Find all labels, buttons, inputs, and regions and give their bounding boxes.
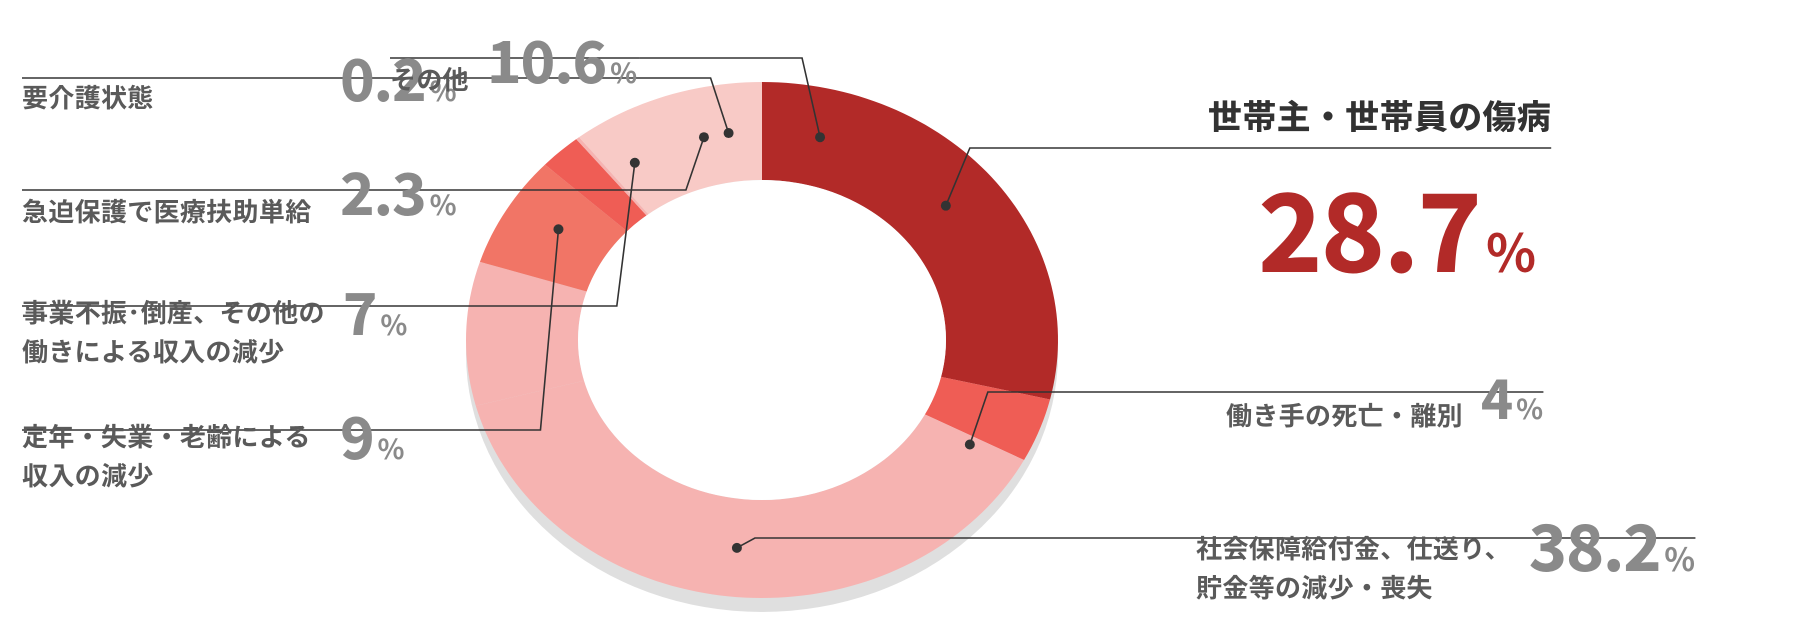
- label-retirement-age: 定年・失業・老齢による収入の減少 9%: [22, 392, 442, 494]
- text: 働き手の死亡・離別: [1226, 397, 1463, 432]
- label-social-security: 社会保障給付金、仕送り、貯金等の減少・喪失 38.2%: [1196, 498, 1695, 606]
- pct: %: [610, 52, 637, 92]
- label-injury-illness-value: 28.7%: [1258, 148, 1536, 304]
- text: その他: [390, 61, 469, 96]
- pct: %: [1486, 212, 1536, 287]
- text: 定年・失業・老齢による収入の減少: [22, 416, 322, 494]
- value: 38.2: [1529, 498, 1661, 590]
- pct: %: [430, 184, 457, 224]
- label-death-separation: 働き手の死亡・離別 4%: [1226, 356, 1543, 435]
- label-injury-illness-title: 世帯主・世帯員の傷病: [1208, 90, 1551, 139]
- pct: %: [378, 428, 405, 468]
- label-care-need: 要介護状態 0.2%: [22, 34, 442, 118]
- text: 世帯主・世帯員の傷病: [1208, 90, 1551, 139]
- value: 4: [1481, 356, 1512, 435]
- label-business-loss: 事業不振･倒産、その他の働きによる収入の減少 7%: [22, 268, 442, 370]
- value: 7: [343, 268, 377, 352]
- text: 社会保障給付金、仕送り、貯金等の減少・喪失: [1196, 528, 1511, 606]
- label-other: その他 10.6%: [390, 16, 637, 100]
- pct: %: [380, 304, 407, 344]
- label-urgent-medical: 急迫保護で医療扶助単給 2.3%: [22, 148, 442, 232]
- text: 事業不振･倒産、その他の働きによる収入の減少: [22, 292, 325, 370]
- pct: %: [1664, 535, 1695, 581]
- value: 28.7: [1258, 148, 1480, 304]
- text: 急迫保護で医療扶助単給: [22, 193, 322, 228]
- chart-stage: 世帯主・世帯員の傷病 28.7% 要介護状態 0.2% 急迫保護で医療扶助単給 …: [0, 0, 1808, 634]
- text: 要介護状態: [22, 79, 322, 114]
- pct: %: [1516, 388, 1543, 428]
- value: 9: [340, 392, 374, 476]
- value: 10.6: [487, 16, 606, 100]
- value: 2.3: [340, 148, 426, 232]
